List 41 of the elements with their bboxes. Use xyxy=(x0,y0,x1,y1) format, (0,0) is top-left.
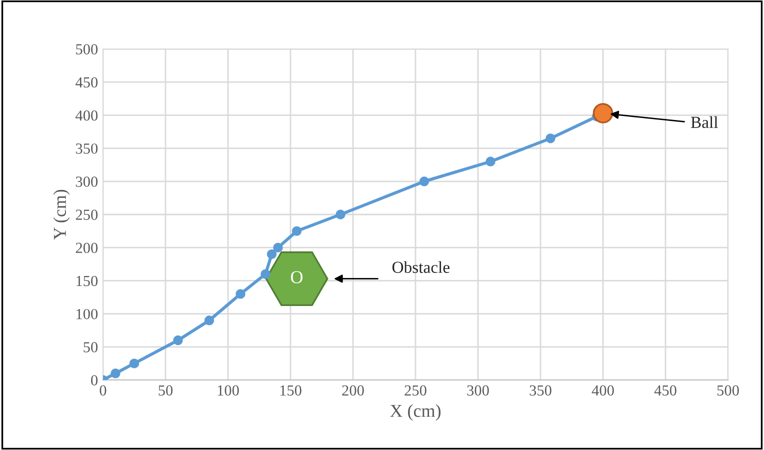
point xyxy=(204,316,214,326)
point xyxy=(129,358,140,368)
x-tick-label: 50 xyxy=(158,385,173,396)
y-axis-title: Y (cm) xyxy=(53,190,70,240)
point xyxy=(173,335,183,346)
x-tick-label: 500 xyxy=(717,385,739,396)
point xyxy=(266,249,277,260)
point xyxy=(419,176,430,186)
point xyxy=(273,242,283,252)
y-tick-label: 250 xyxy=(76,210,98,220)
x-tick-label: 0 xyxy=(100,385,106,396)
x-axis-title: X (cm) xyxy=(390,404,441,421)
x-tick-label: 200 xyxy=(342,385,364,396)
point xyxy=(110,368,120,378)
y-tick-label: 100 xyxy=(76,308,98,320)
y-tick-label: 400 xyxy=(76,110,98,121)
point xyxy=(236,289,246,299)
point xyxy=(546,134,556,144)
x-tick-label: 300 xyxy=(467,385,489,396)
y-tick-label: 300 xyxy=(76,176,98,187)
x-tick-label: 400 xyxy=(592,385,614,396)
point xyxy=(292,226,302,236)
annotation: O xyxy=(290,271,303,284)
x-tick-label: 450 xyxy=(654,385,676,396)
annotation: Ball xyxy=(690,116,718,128)
annotation: Obstacle xyxy=(392,261,450,273)
point xyxy=(260,269,270,279)
x-tick-label: 250 xyxy=(404,385,426,396)
x-tick-label: 100 xyxy=(218,385,239,396)
y-tick-label: 350 xyxy=(76,143,98,154)
y-tick-label: 450 xyxy=(76,77,98,88)
point xyxy=(486,156,496,166)
x-tick-label: 350 xyxy=(530,385,552,396)
y-tick-label: 0 xyxy=(91,375,98,386)
x-tick-label: 150 xyxy=(280,385,302,396)
y-tick-label: 50 xyxy=(84,342,98,352)
y-tick-label: 200 xyxy=(76,242,98,254)
point xyxy=(592,103,614,124)
y-tick-label: 150 xyxy=(76,276,98,286)
y-tick-label: 500 xyxy=(76,44,98,54)
point xyxy=(336,210,346,220)
